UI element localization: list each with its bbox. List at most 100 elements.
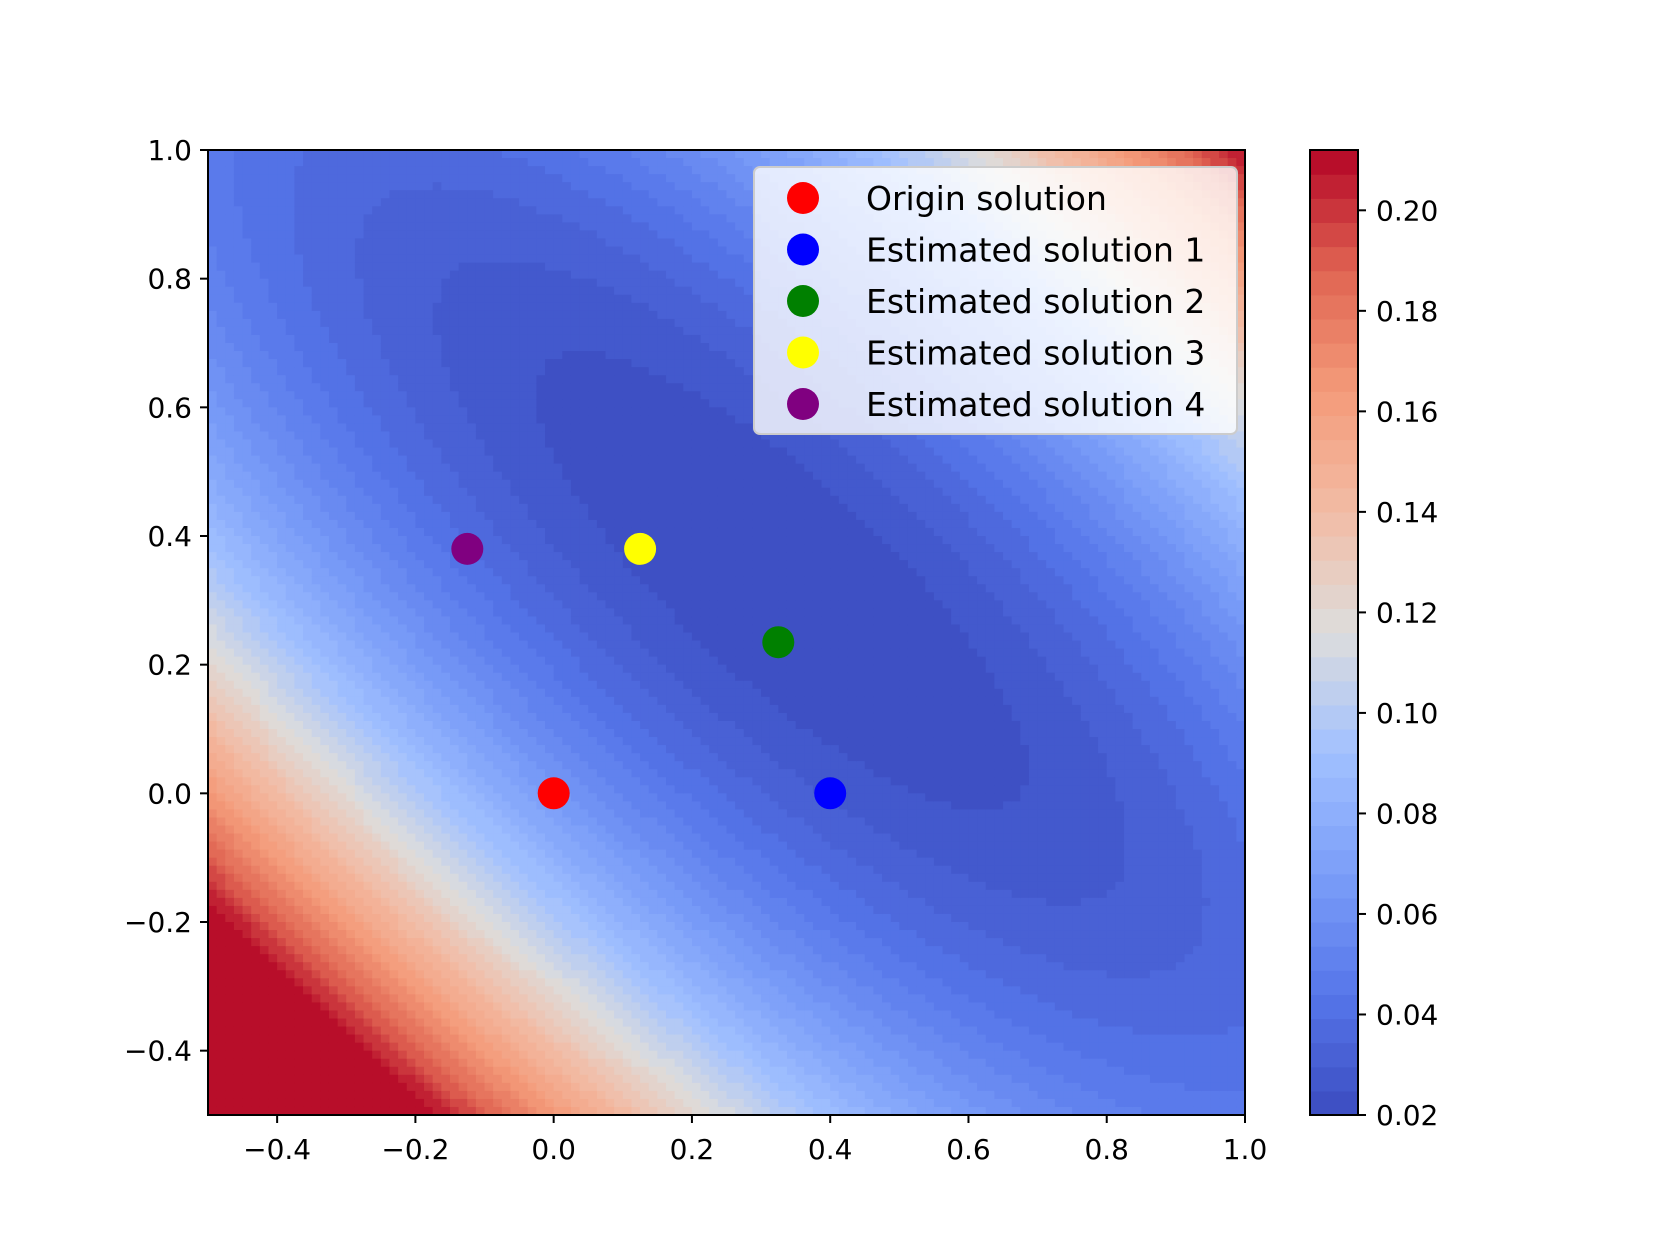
contour-cell (277, 423, 287, 433)
contour-cell (242, 1082, 252, 1092)
contour-cell (311, 753, 321, 762)
contour-cell (337, 809, 347, 819)
contour-cell (380, 616, 391, 626)
contour-cell (259, 576, 270, 585)
contour-cell (449, 857, 460, 867)
contour-cell (424, 576, 434, 585)
contour-cell (216, 680, 226, 690)
contour-cell (458, 897, 468, 907)
contour-cell (432, 584, 442, 593)
contour-cell (527, 994, 537, 1004)
contour-cell (372, 712, 382, 722)
contour-cell (424, 801, 434, 811)
contour-cell (259, 1098, 270, 1108)
contour-cell (363, 930, 373, 939)
contour-cell (277, 648, 287, 658)
contour-cell (424, 447, 434, 457)
contour-cell (475, 351, 486, 360)
contour-cell (303, 238, 313, 248)
contour-cell (225, 600, 235, 609)
contour-cell (519, 463, 529, 473)
contour-cell (233, 1106, 244, 1115)
contour-cell (527, 696, 537, 706)
contour-cell (320, 166, 330, 175)
contour-cell (449, 1042, 460, 1052)
contour-cell (242, 310, 252, 320)
contour-cell (311, 576, 321, 585)
contour-cell (536, 632, 546, 642)
contour-cell (242, 359, 252, 368)
contour-cell (510, 1050, 520, 1060)
contour-cell (259, 318, 270, 328)
contour-cell (536, 769, 546, 778)
contour-cell (553, 230, 563, 240)
contour-cell (328, 415, 339, 425)
contour-cell (328, 584, 339, 593)
contour-cell (216, 423, 226, 433)
contour-cell (406, 938, 416, 947)
contour-cell (553, 825, 563, 835)
contour-cell (380, 873, 391, 883)
contour-cell (389, 254, 399, 264)
contour-cell (320, 407, 330, 416)
contour-cell (441, 447, 451, 457)
contour-cell (242, 1010, 252, 1020)
contour-cell (277, 592, 287, 601)
contour-cell (320, 922, 330, 931)
contour-cell (380, 166, 391, 175)
contour-cell (233, 785, 244, 794)
contour-cell (545, 511, 555, 521)
contour-cell (553, 334, 563, 344)
contour-cell (449, 447, 460, 457)
contour-cell (467, 1058, 477, 1068)
contour-cell (320, 970, 330, 979)
contour-cell (225, 471, 235, 481)
contour-cell (320, 1074, 330, 1084)
contour-cell (259, 680, 270, 690)
contour-cell (449, 214, 460, 223)
contour-cell (519, 158, 529, 167)
contour-cell (328, 664, 339, 674)
contour-cell (432, 1074, 442, 1084)
contour-cell (467, 1098, 477, 1108)
contour-cell (354, 359, 365, 368)
contour-cell (225, 938, 235, 947)
contour-cell (536, 592, 546, 601)
contour-cell (501, 334, 512, 344)
contour-cell (259, 568, 270, 577)
contour-cell (389, 375, 399, 384)
contour-cell (389, 190, 399, 199)
contour-cell (277, 881, 287, 891)
contour-cell (398, 1010, 408, 1020)
contour-cell (527, 1058, 537, 1068)
contour-cell (510, 544, 520, 553)
contour-cell (268, 825, 278, 835)
contour-cell (372, 809, 382, 819)
contour-cell (311, 544, 321, 553)
contour-cell (328, 278, 339, 288)
contour-cell (277, 1018, 287, 1028)
contour-cell (527, 479, 537, 489)
contour-cell (562, 737, 572, 746)
contour-cell (346, 439, 356, 449)
contour-cell (424, 889, 434, 899)
contour-cell (285, 1002, 296, 1012)
contour-cell (337, 1042, 347, 1052)
contour-cell (277, 632, 287, 642)
contour-cell (398, 527, 408, 537)
contour-cell (389, 302, 399, 312)
contour-cell (545, 359, 555, 368)
contour-cell (432, 664, 442, 674)
contour-cell (553, 978, 563, 987)
contour-cell (328, 310, 339, 320)
contour-cell (372, 656, 382, 666)
contour-cell (510, 206, 520, 215)
contour-cell (545, 616, 555, 626)
contour-cell (259, 158, 270, 167)
contour-cell (545, 270, 555, 280)
contour-cell (320, 857, 330, 867)
contour-cell (458, 1010, 468, 1020)
contour-cell (294, 737, 304, 746)
contour-cell (294, 439, 304, 449)
contour-cell (320, 527, 330, 537)
